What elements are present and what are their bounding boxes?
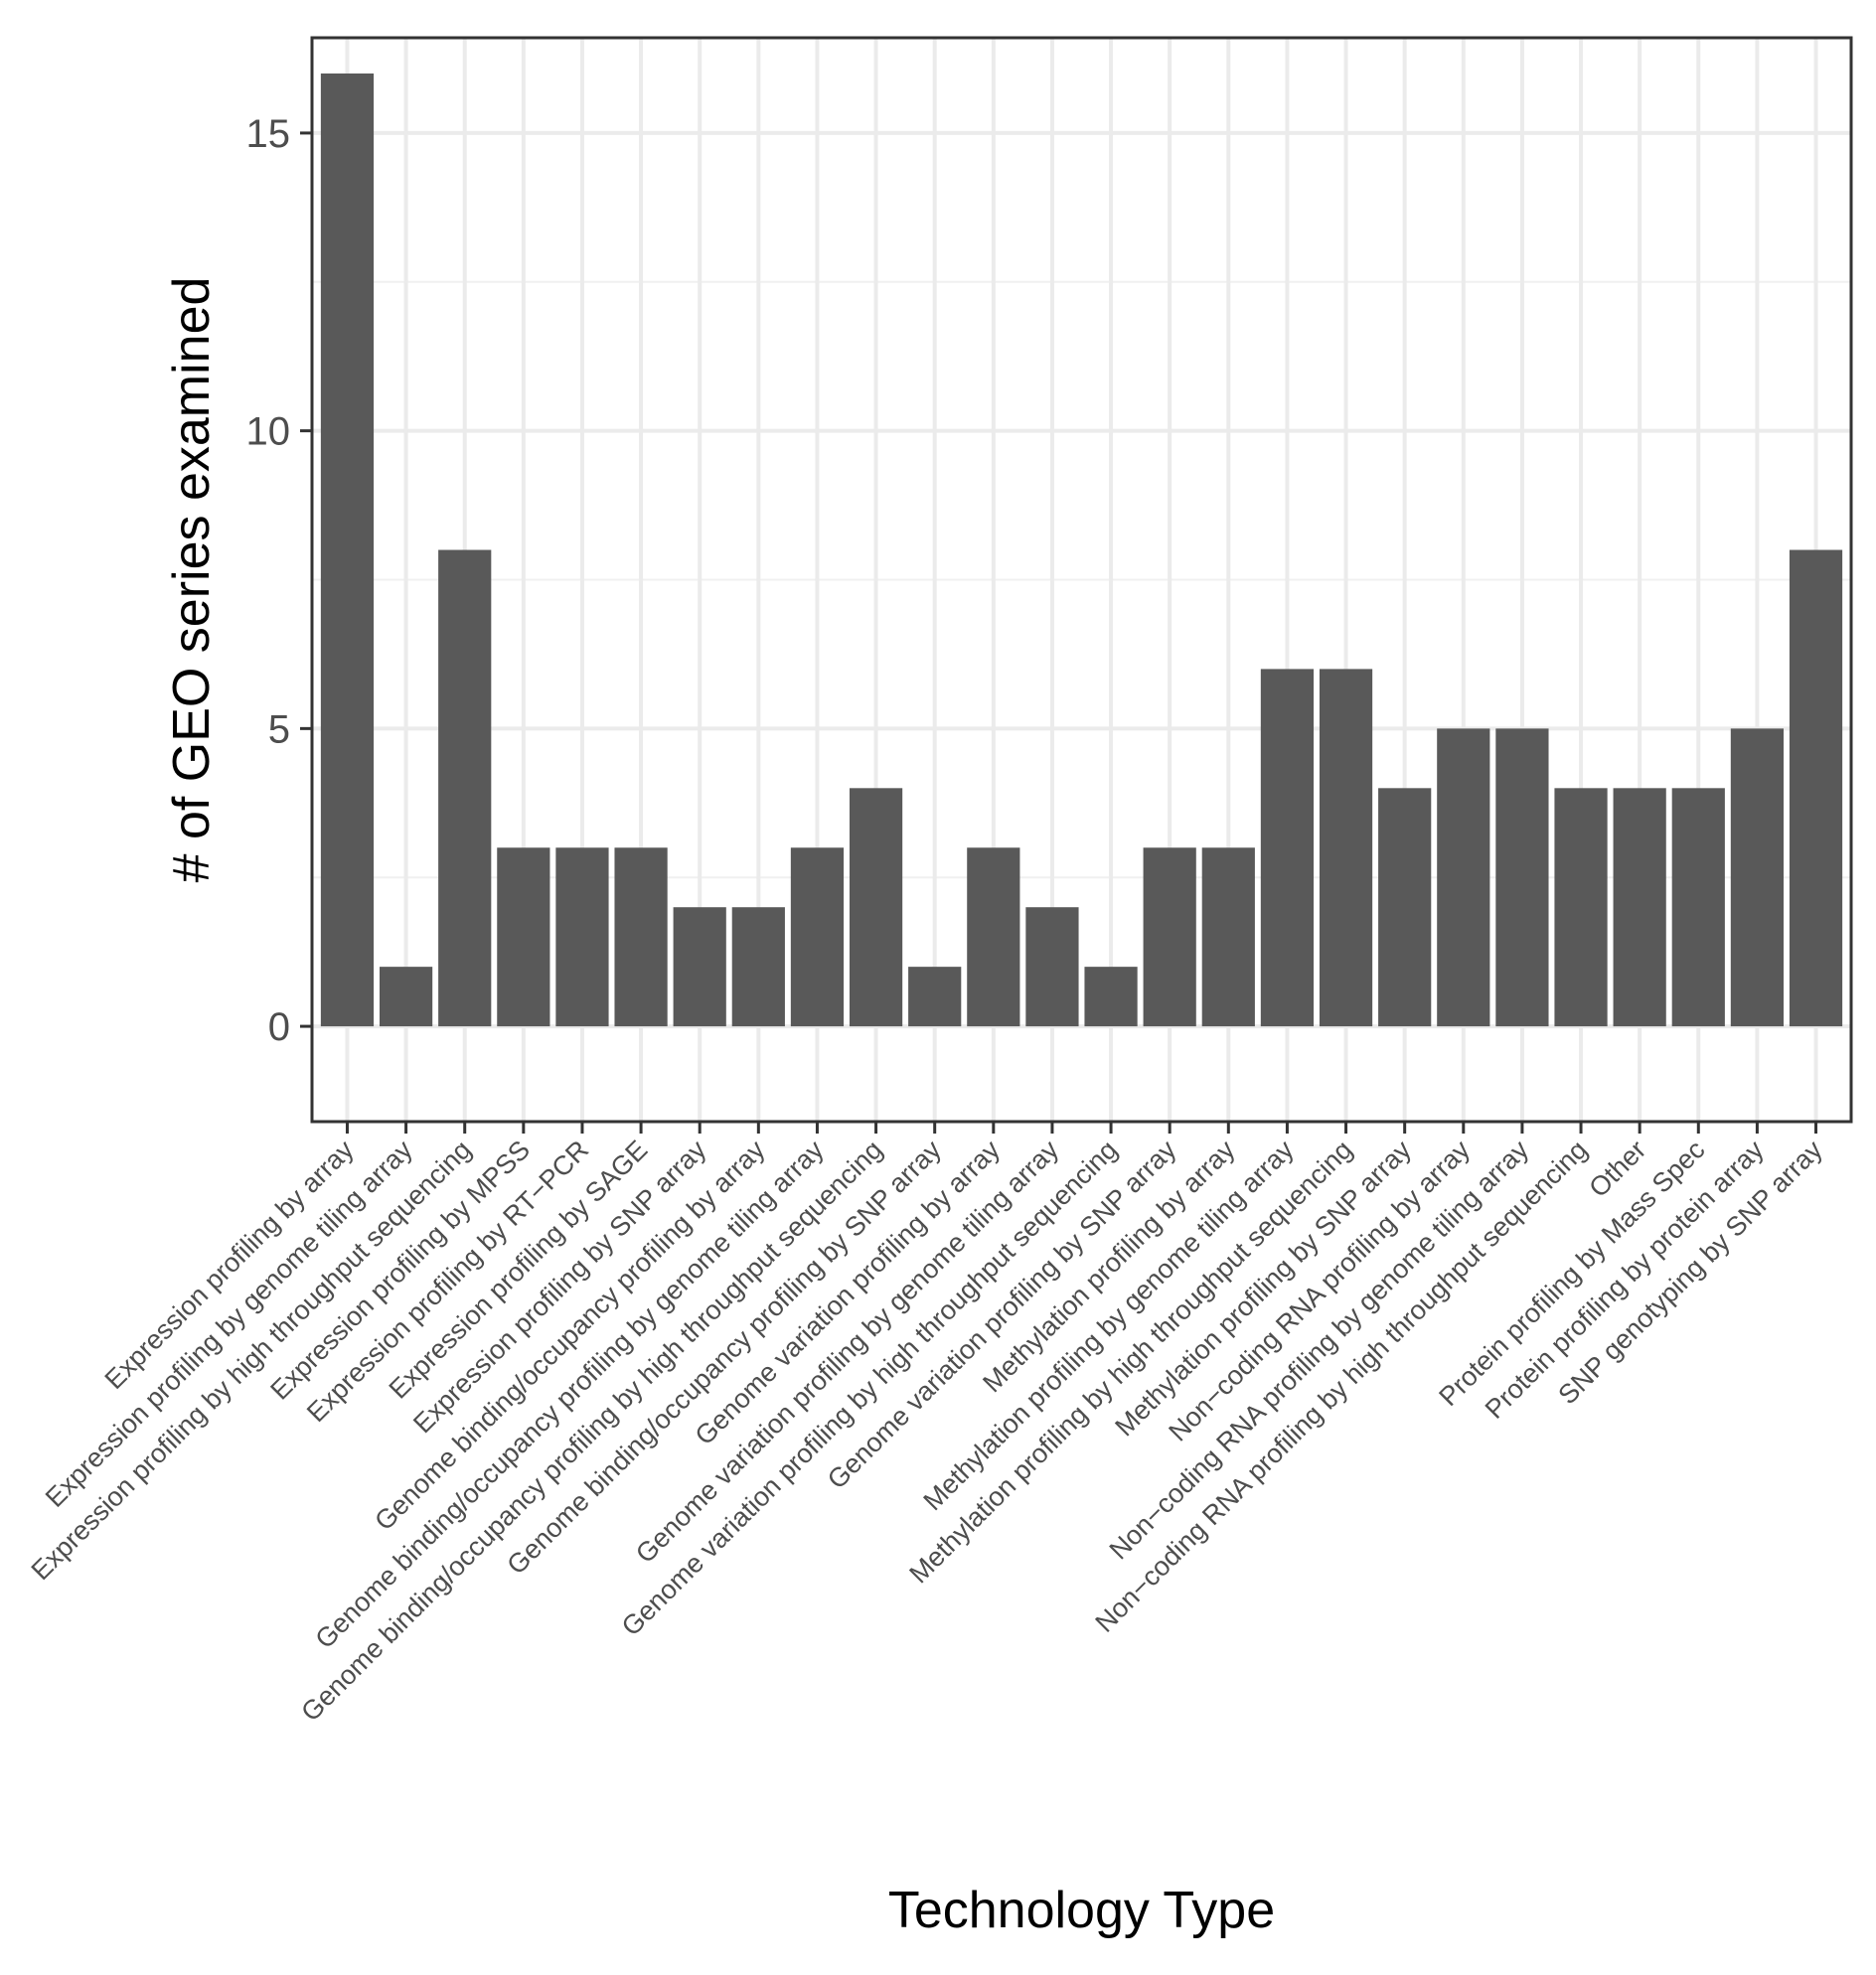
bars — [320, 73, 1843, 1027]
y-tick-label: 0 — [268, 1005, 290, 1049]
y-axis-title: # of GEO series examined — [163, 277, 221, 883]
y-tick-label: 5 — [268, 707, 290, 751]
bar — [1025, 907, 1079, 1027]
bar — [1319, 669, 1373, 1027]
bar — [967, 847, 1020, 1027]
bar — [1260, 669, 1315, 1027]
bar — [1143, 847, 1196, 1027]
x-axis-title: Technology Type — [888, 1882, 1275, 1939]
bar — [1084, 967, 1138, 1027]
bar — [438, 549, 492, 1027]
bar — [1554, 788, 1608, 1027]
y-tick-label: 15 — [246, 112, 291, 156]
y-axis: 0 5 10 15 — [246, 112, 312, 1049]
bar — [849, 788, 903, 1027]
bar — [1201, 847, 1255, 1027]
y-tick-label: 10 — [246, 410, 291, 454]
bar — [379, 967, 433, 1027]
bar — [1730, 728, 1785, 1027]
bar — [614, 847, 668, 1027]
bar — [790, 847, 845, 1027]
bar — [1613, 788, 1666, 1027]
bar — [731, 907, 785, 1027]
bar — [673, 907, 726, 1027]
bar — [1378, 788, 1432, 1027]
bar — [1671, 788, 1725, 1027]
plot-panel-border — [310, 36, 1853, 1124]
bar — [497, 847, 550, 1027]
bar — [555, 847, 609, 1027]
bar — [1495, 728, 1549, 1027]
bar — [320, 73, 375, 1027]
bar — [908, 967, 962, 1027]
bar — [1437, 728, 1490, 1027]
bar — [1789, 549, 1843, 1027]
